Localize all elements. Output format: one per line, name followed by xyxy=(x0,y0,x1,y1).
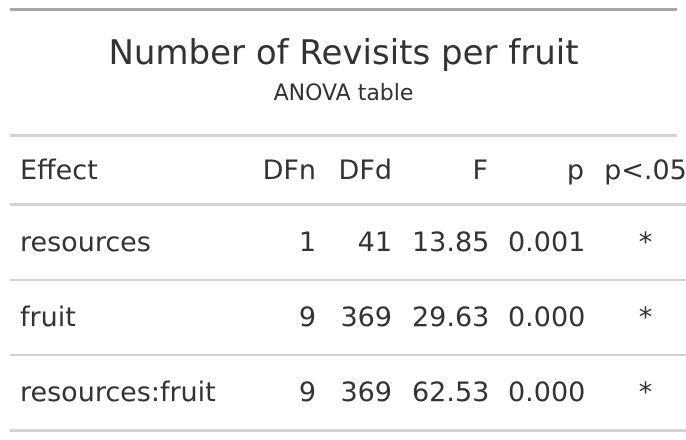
header-row: Effect DFn DFd F p p<.05 xyxy=(10,137,686,206)
table-title: Number of Revisits per fruit xyxy=(108,33,579,73)
header-top-rule xyxy=(10,134,677,137)
column-header-dfn: DFn xyxy=(240,137,326,206)
cell-p: 0.000 xyxy=(498,280,594,356)
cell-f: 13.85 xyxy=(402,204,498,281)
cell-f: 62.53 xyxy=(402,355,498,432)
column-header-effect: Effect xyxy=(10,137,240,206)
anova-table-container: Number of Revisits per fruit ANOVA table… xyxy=(10,8,686,432)
anova-table: Effect DFn DFd F p p<.05 resources 1 41 … xyxy=(10,137,686,432)
table-row: resources:fruit 9 369 62.53 0.000 * xyxy=(10,355,686,432)
cell-dfn: 9 xyxy=(240,355,326,432)
cell-dfd: 369 xyxy=(326,280,402,356)
table-row: resources 1 41 13.85 0.001 * xyxy=(10,204,686,281)
table-top-rule xyxy=(10,8,677,11)
cell-p: 0.001 xyxy=(498,204,594,281)
cell-p: 0.000 xyxy=(498,355,594,432)
cell-effect: fruit xyxy=(10,280,240,356)
table-subtitle: ANOVA table xyxy=(273,81,414,106)
cell-dfn: 1 xyxy=(240,204,326,281)
cell-significance: * xyxy=(594,280,686,356)
column-header-significance: p<.05 xyxy=(594,137,686,206)
cell-significance: * xyxy=(594,204,686,281)
cell-f: 29.63 xyxy=(402,280,498,356)
column-header-f: F xyxy=(402,137,498,206)
cell-dfn: 9 xyxy=(240,280,326,356)
column-header-p: p xyxy=(498,137,594,206)
cell-effect: resources xyxy=(10,204,240,281)
cell-effect: resources:fruit xyxy=(10,355,240,432)
cell-dfd: 369 xyxy=(326,355,402,432)
table-row: fruit 9 369 29.63 0.000 * xyxy=(10,280,686,356)
column-header-dfd: DFd xyxy=(326,137,402,206)
cell-dfd: 41 xyxy=(326,204,402,281)
cell-significance: * xyxy=(594,355,686,432)
